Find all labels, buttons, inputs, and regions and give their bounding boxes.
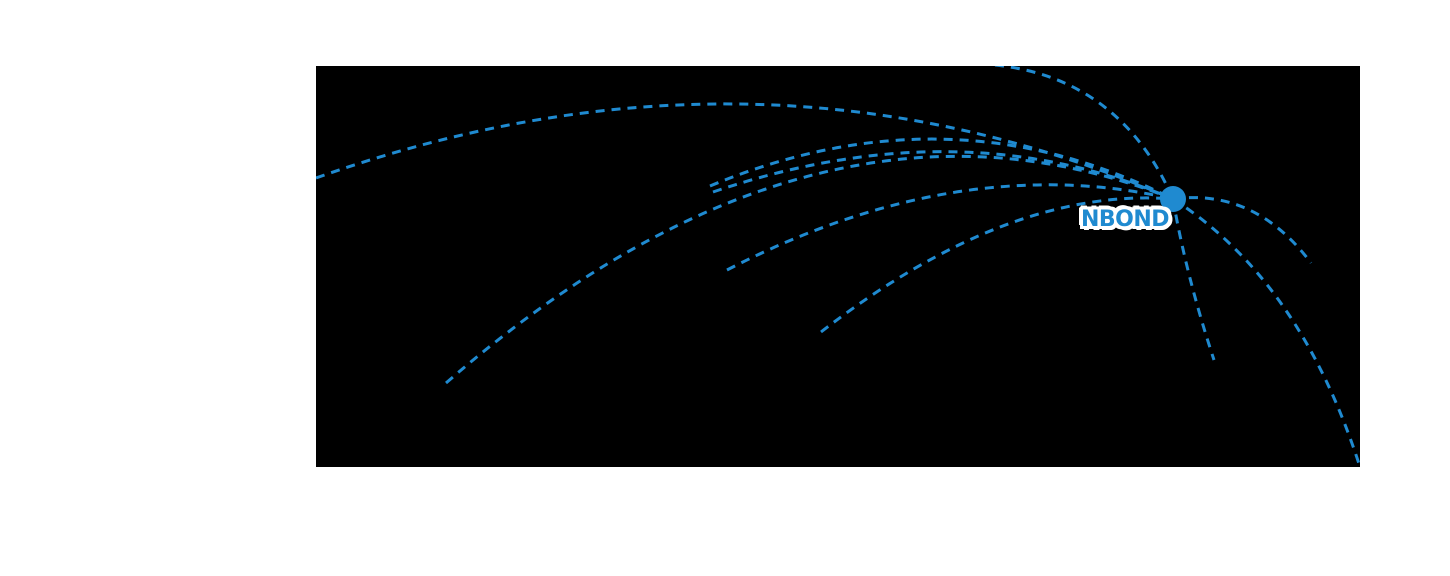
route-arc [1172,196,1313,264]
route-arc [709,137,1174,201]
route-arc [994,66,1175,200]
hub-nodes-group[interactable] [1160,186,1186,212]
route-arc [316,102,1174,201]
map-plot-area [316,66,1360,467]
routes-svg [316,66,1360,467]
route-arcs-group [316,66,1360,467]
route-arc [445,154,1174,385]
route-arc [726,183,1174,272]
route-arc [820,196,1174,334]
hub-node-nbond[interactable] [1160,186,1186,212]
route-arc [712,150,1174,201]
route-arc [1172,197,1360,467]
route-arc [1171,198,1216,361]
